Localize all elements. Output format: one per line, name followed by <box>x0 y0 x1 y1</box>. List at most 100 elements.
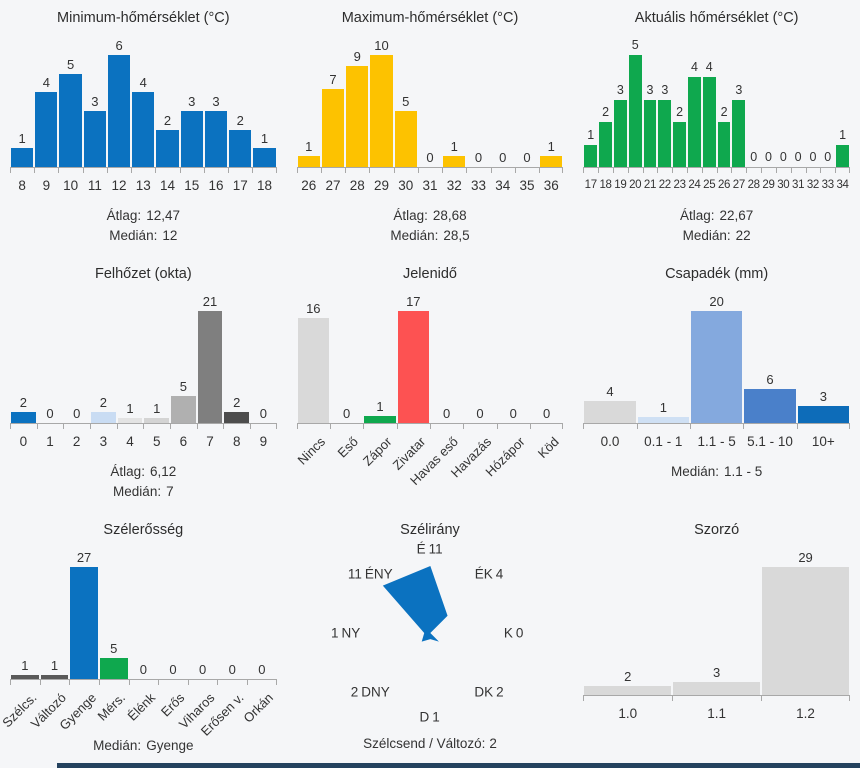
axis-tick <box>143 424 145 429</box>
bar-slot: 1 <box>10 658 40 679</box>
direction-value: 4 <box>495 566 504 582</box>
bar <box>637 417 689 423</box>
bar-slot: 3 <box>657 83 672 167</box>
x-axis <box>10 423 277 430</box>
bar-value-label: 27 <box>76 550 92 565</box>
x-label: 33 <box>471 177 487 193</box>
axis-tick <box>296 424 298 429</box>
bar-plot: 4 1 20 6 3 <box>583 289 850 423</box>
direction-name: K <box>503 625 513 641</box>
axis-tick <box>252 168 254 173</box>
x-label: 7 <box>206 433 214 449</box>
chart-title: Szélerősség <box>103 522 184 538</box>
bar <box>224 412 250 423</box>
chart-title: Minimum-hőmérséklet (°C) <box>57 10 230 26</box>
stat-label: Átlag: <box>679 208 715 223</box>
x-label: 16 <box>208 177 224 193</box>
axis-tick <box>69 680 71 685</box>
axis-tick <box>223 424 225 429</box>
axis-tick <box>396 424 398 429</box>
x-label: Nincs <box>294 434 328 468</box>
direction-name: É <box>416 541 426 557</box>
bar-value-label: 7 <box>329 72 337 87</box>
bar-slot: 0 <box>776 150 791 167</box>
bar-slot: 29 <box>761 550 850 695</box>
x-label: 26 <box>717 179 731 191</box>
wind-rose: É 11 ÉK 4 K 0 DK 2 D 1 2 DNY 1 NY 11 ÉNY <box>287 512 574 768</box>
bar-value-label: 5 <box>179 379 187 394</box>
bar-value-label: 1 <box>547 139 555 154</box>
x-label: 34 <box>836 179 849 191</box>
chart-maximum-temperature: Maximum-hőmérséklet (°C) 1 7 9 10 5 0 1 0 0 0 1 26… <box>287 0 574 256</box>
stat-row: Medián: 12 <box>10 226 277 246</box>
chart-title: Jelenidő <box>402 266 457 282</box>
bar-slot: 0 <box>129 662 159 679</box>
bar-value-label: 1 <box>305 139 313 154</box>
bar-slot: 10 <box>369 38 393 167</box>
bar <box>690 311 743 423</box>
x-label: 24 <box>688 179 701 191</box>
bar-slot: 0 <box>217 662 247 679</box>
bar-slot: 0 <box>418 150 442 167</box>
bar-value-label: 0 <box>476 406 484 421</box>
bar <box>253 148 276 167</box>
x-label: 5.1 - 10 <box>747 433 793 449</box>
bar-value-label: 0 <box>750 150 758 164</box>
bar-value-label: 10 <box>374 38 389 53</box>
bar-slot: 0 <box>497 406 530 423</box>
stat-row: Medián: 1.1 - 5 <box>583 462 850 482</box>
bar-value-label: 1 <box>21 658 29 673</box>
direction-label: DK 2 <box>474 685 503 700</box>
stat-value: Gyenge <box>146 738 194 753</box>
bar-value-label: 0 <box>794 150 802 164</box>
x-labels: 0 1 2 3 4 5 6 7 8 9 <box>10 430 277 452</box>
bar-value-label: 0 <box>228 662 236 677</box>
axis-tick <box>529 424 531 429</box>
bar-value-label: 2 <box>624 669 632 684</box>
bar-slot: 2 <box>90 395 117 423</box>
direction-label: É 11 <box>417 542 443 557</box>
x-labels: Szélcs. Változó Gyenge Mérs. Élénk Erős Viharo… <box>0 686 277 739</box>
x-label: 27 <box>325 177 341 193</box>
bar-value-label: 0 <box>809 150 817 164</box>
x-labels: 1.0 1.1 1.2 <box>583 702 850 724</box>
bar-slot: 4 <box>687 60 702 167</box>
axis-tick <box>514 168 516 173</box>
bar-slot: 0 <box>63 406 90 423</box>
axis-tick <box>10 168 11 173</box>
stat-label: Medián: <box>109 228 158 243</box>
bar-value-label: 0 <box>824 150 832 164</box>
axis-tick <box>743 424 745 429</box>
axis-tick <box>598 168 600 173</box>
axis-tick <box>583 168 585 173</box>
x-label: 15 <box>184 177 200 193</box>
chart-stats: Medián: Gyenge <box>10 736 277 756</box>
bar-value-label: 3 <box>188 94 196 109</box>
axis-tick <box>805 168 807 173</box>
bar-value-label: 6 <box>766 372 774 387</box>
bar-slot: 0 <box>37 406 64 423</box>
bar-value-label: 16 <box>306 301 321 316</box>
x-labels: Nincs Eső Zápor Zivatar Havas eső Havazás Hózá… <box>294 430 564 488</box>
calm-variable-label: Szélcsend / Változó: <box>363 736 486 751</box>
axis-tick <box>155 168 157 173</box>
x-label: 20 <box>629 179 642 191</box>
bar <box>673 682 761 695</box>
bar-value-label: 3 <box>661 83 669 97</box>
bar-value-label: 0 <box>499 150 507 165</box>
bar-value-label: 17 <box>406 294 421 309</box>
bar <box>107 55 131 167</box>
footer-strip <box>57 763 860 768</box>
chart-wind-strength: Szélerősség 1 1 27 5 0 0 0 0 0 Szélcs. Változó Gye… <box>0 512 287 768</box>
bar-value-label: 1 <box>659 400 667 415</box>
axis-tick <box>275 424 277 429</box>
direction-value: 1 <box>432 709 440 725</box>
bar-slot: 2 <box>10 395 37 423</box>
bar-value-label: 0 <box>258 662 266 677</box>
axis-tick <box>583 424 585 429</box>
axis-tick <box>583 696 585 701</box>
bar <box>197 311 223 423</box>
x-label: Orkán <box>240 690 277 726</box>
bar <box>35 92 58 167</box>
